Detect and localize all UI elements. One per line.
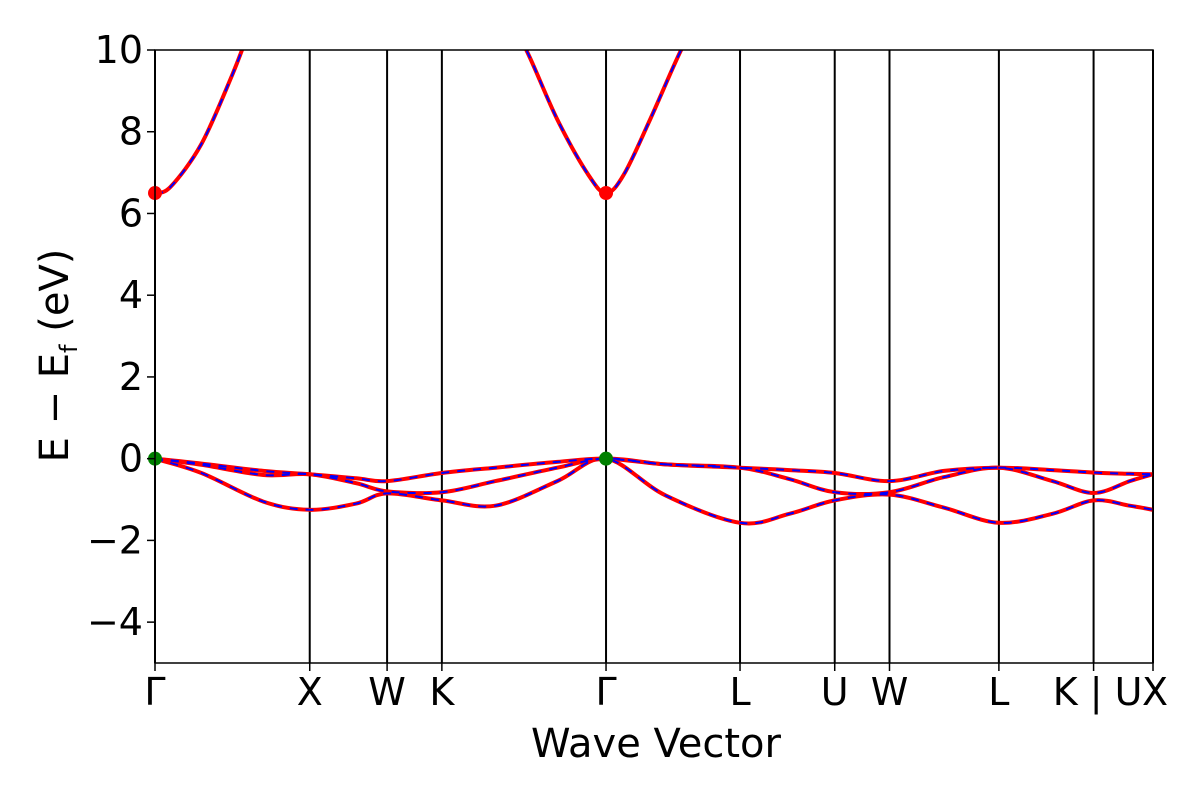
x-tick-label: X [297, 670, 323, 714]
y-tick-label: −2 [87, 518, 143, 562]
y-axis-ticks: −4 −2 0 2 4 6 8 10 [87, 28, 155, 644]
band-markers [148, 186, 614, 466]
x-tick-label: K [429, 670, 455, 714]
y-tick-label: 0 [119, 437, 143, 481]
band-line-dashed [525, 50, 683, 195]
x-tick-label: X [1142, 670, 1168, 714]
band-lines [155, 50, 1153, 526]
y-axis-label-unit: (eV) [32, 249, 78, 345]
band-edge-marker [599, 451, 614, 466]
high-symmetry-lines [154, 50, 1154, 663]
x-tick-label: L [988, 670, 1009, 714]
band-line-solid [155, 50, 245, 195]
band-line-dashed [155, 50, 244, 194]
y-tick-label: 10 [95, 28, 143, 72]
x-tick-label: W [871, 670, 909, 714]
band-line-dashed [155, 457, 1153, 495]
y-axis-label: E − Ef (eV) [32, 249, 83, 463]
y-axis-label-main: E − E [32, 353, 78, 463]
x-tick-label: Γ [595, 670, 616, 714]
band-edge-marker [599, 186, 614, 201]
plot-frame [154, 49, 1154, 664]
y-axis-label-subscript: f [55, 344, 83, 353]
y-tick-label: 6 [119, 191, 143, 235]
x-tick-label: W [368, 670, 406, 714]
x-axis-label: Wave Vector [531, 721, 782, 767]
x-tick-label: K | U [1053, 670, 1143, 715]
x-tick-label: Γ [144, 670, 165, 714]
y-tick-label: 8 [119, 110, 143, 154]
y-tick-label: −4 [87, 600, 143, 644]
y-tick-label: 2 [119, 355, 143, 399]
x-tick-label: L [729, 670, 750, 714]
x-tick-label: U [821, 670, 849, 714]
y-tick-label: 4 [119, 273, 143, 317]
band-line-solid [524, 50, 684, 195]
band-line-dashed [155, 457, 1153, 525]
